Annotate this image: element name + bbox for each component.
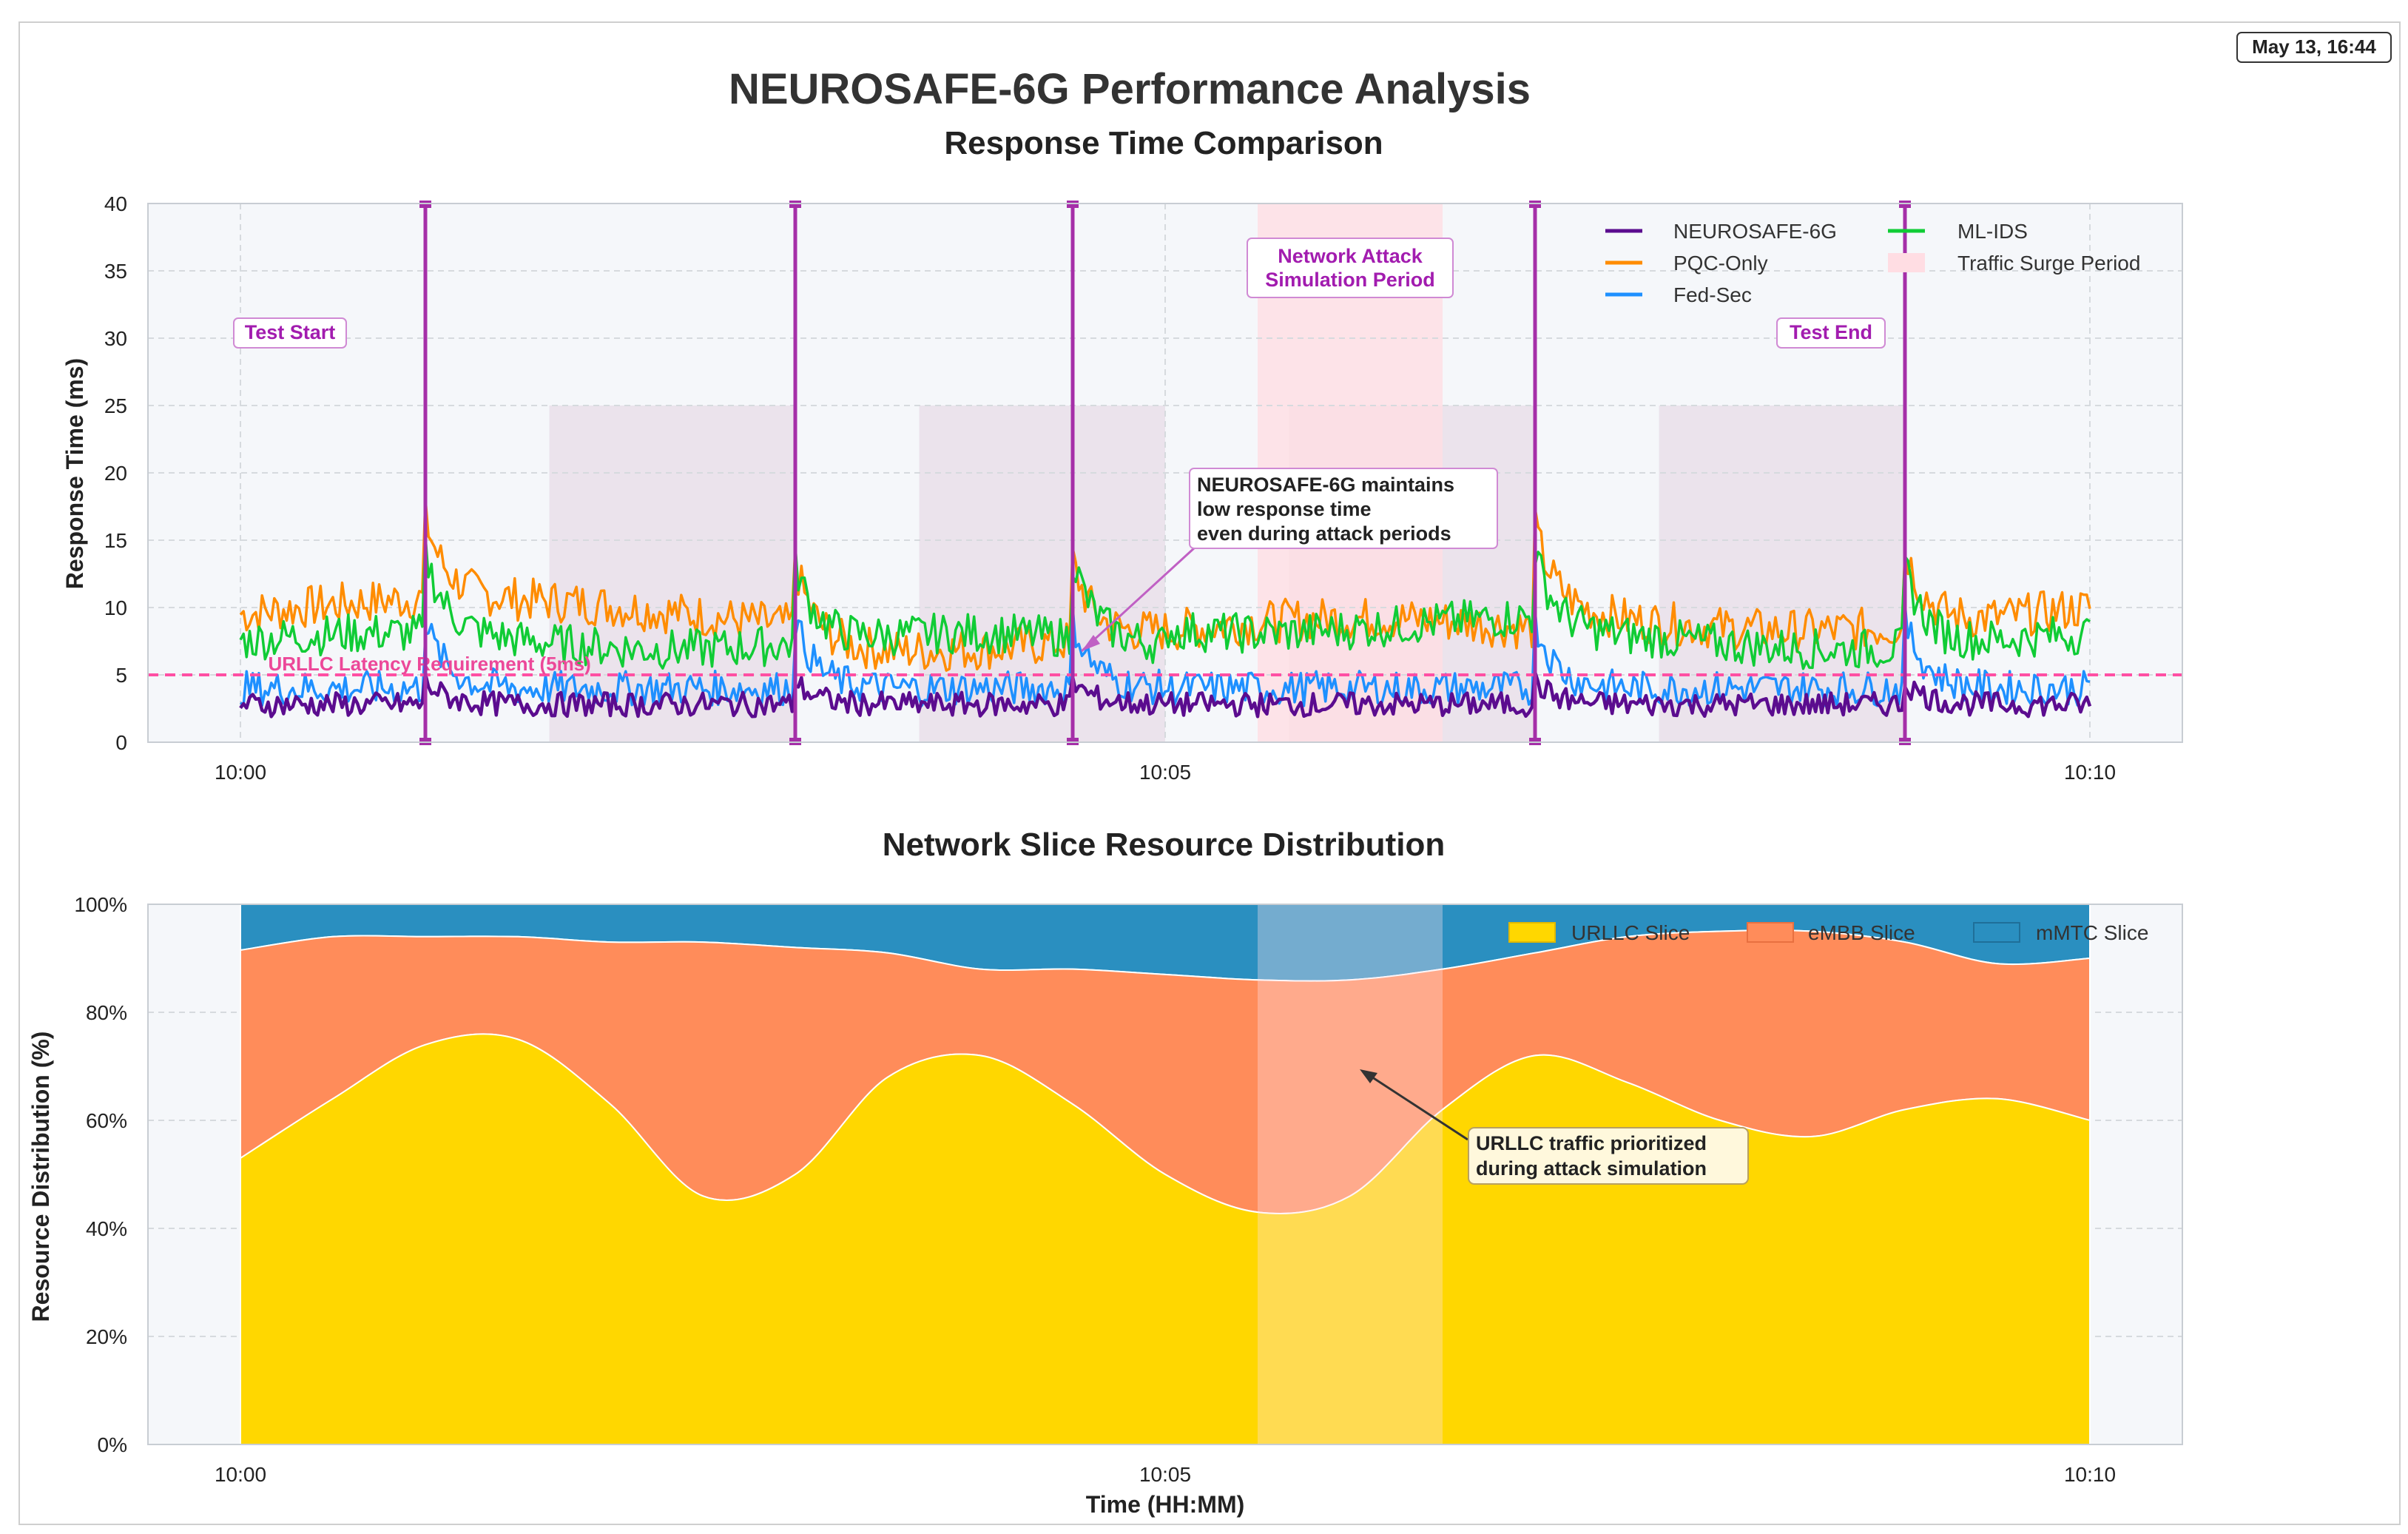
series-line-ml-ids	[239, 534, 2091, 670]
neurosafe-note: NEUROSAFE-6G maintains low response time…	[1080, 468, 1498, 653]
bottom-plot-border	[147, 904, 2183, 1445]
bottom-ytick-0: 0%	[98, 1433, 127, 1456]
top-ytick-0: 0	[115, 731, 127, 754]
urllc-reference-label: URLLC Latency Requirement (5ms)	[269, 653, 591, 675]
top-xtick-0: 10:00	[215, 761, 266, 784]
top-x-tick-labels: 10:00 10:05 10:10	[215, 761, 2116, 784]
top-ytick-3: 15	[104, 529, 127, 552]
bottom-y-axis-label: Resource Distribution (%)	[27, 1032, 54, 1322]
note-line-1: NEUROSAFE-6G maintains	[1197, 474, 1454, 496]
top-ytick-7: 35	[104, 260, 127, 283]
urllc-requirement-line: URLLC Latency Requirement (5ms)	[148, 653, 2182, 676]
legend-swatch-embb	[1747, 922, 1794, 943]
bottom-ytick-3: 60%	[86, 1109, 127, 1132]
bottom-legend: URLLC Slice eMBB Slice mMTC Slice	[1508, 921, 2148, 944]
bottom-x-axis-label: Time (HH:MM)	[1086, 1491, 1245, 1518]
bottom-ytick-5: 100%	[74, 893, 127, 916]
test-end-text: Test End	[1790, 321, 1872, 343]
top-ytick-4: 20	[104, 462, 127, 485]
bottom-xtick-2: 10:10	[2064, 1463, 2116, 1486]
bottom-y-tick-labels: 0% 20% 40% 60% 80% 100%	[74, 893, 127, 1456]
bottom-ytick-4: 80%	[86, 1001, 127, 1024]
legend-swatch-urllc	[1508, 922, 1556, 943]
legend-swatch-surge	[1888, 253, 1925, 272]
attack-period-label: Network Attack Simulation Period	[1247, 238, 1454, 298]
page-title: NEUROSAFE-6G Performance Analysis	[729, 65, 1531, 113]
top-plot-border	[147, 203, 2183, 743]
top-y-tick-labels: 0 5 10 15 20 25 30 35 40	[104, 192, 127, 754]
bottom-chart-title: Network Slice Resource Distribution	[883, 827, 1445, 863]
note-line-3: even during attack periods	[1197, 522, 1451, 545]
test-start-text: Test Start	[245, 321, 336, 343]
bottom-xtick-0: 10:00	[215, 1463, 266, 1486]
bottom-ytick-1: 20%	[86, 1325, 127, 1348]
test-start-label: Test Start	[233, 317, 347, 349]
note-line-2: low response time	[1197, 498, 1372, 520]
top-xtick-1: 10:05	[1139, 761, 1191, 784]
test-end-label: Test End	[1776, 317, 1886, 349]
response-time-chart: URLLC Latency Requirement (5ms) 0 5 10 15 20…	[61, 192, 2183, 784]
timestamp-text: May 13, 16:44	[2252, 36, 2376, 58]
bottom-x-tick-labels: 10:00 10:05 10:10	[215, 1463, 2116, 1486]
legend-surge: Traffic Surge Period	[1957, 252, 2140, 275]
legend-fedsec: Fed-Sec	[1673, 283, 1752, 306]
top-ytick-8: 40	[104, 192, 127, 215]
top-legend: NEUROSAFE-6G ML-IDS PQC-Only Traffic Sur…	[1605, 220, 2140, 306]
priority-note-line-1: URLLC traffic prioritized	[1476, 1132, 1707, 1154]
surge-band-3	[1659, 406, 1905, 742]
bottom-ytick-2: 40%	[86, 1217, 127, 1240]
timestamp-badge: May 13, 16:44	[2236, 32, 2392, 63]
top-ytick-6: 30	[104, 327, 127, 350]
attack-label-line-1: Network Attack	[1278, 245, 1423, 267]
bottom-stacked-areas	[240, 903, 2091, 1445]
legend-neurosafe: NEUROSAFE-6G	[1673, 220, 1837, 243]
top-xtick-2: 10:10	[2064, 761, 2116, 784]
top-series-lines	[239, 497, 2092, 719]
top-chart-title: Response Time Comparison	[944, 125, 1383, 161]
attack-label-line-2: Simulation Period	[1265, 269, 1435, 291]
bottom-xtick-1: 10:05	[1139, 1463, 1191, 1486]
top-ytick-5: 25	[104, 394, 127, 417]
legend-embb: eMBB Slice	[1808, 921, 1915, 944]
bottom-highlight-band	[1258, 904, 1443, 1444]
surge-band-0	[549, 406, 795, 742]
top-ytick-1: 5	[115, 664, 127, 687]
slice-distribution-chart: 0% 20% 40% 60% 80% 100% 10:00 10:05 10:10 Resou…	[27, 893, 2183, 1518]
series-line-neurosafe-6g	[239, 670, 2092, 719]
bottom-attack-band	[1258, 904, 1443, 1444]
top-ytick-2: 10	[104, 596, 127, 619]
series-line-fed-sec	[239, 602, 2091, 707]
urllc-priority-note: URLLC traffic prioritized during attack …	[1360, 1069, 1749, 1185]
legend-swatch-mmtc	[1973, 922, 2020, 943]
priority-note-line-2: during attack simulation	[1476, 1157, 1707, 1180]
top-y-axis-label: Response Time (ms)	[61, 358, 88, 589]
legend-urllc: URLLC Slice	[1571, 921, 1690, 944]
legend-mmtc: mMTC Slice	[2036, 921, 2148, 944]
legend-pqc: PQC-Only	[1673, 252, 1768, 275]
legend-mlids: ML-IDS	[1957, 220, 2028, 243]
